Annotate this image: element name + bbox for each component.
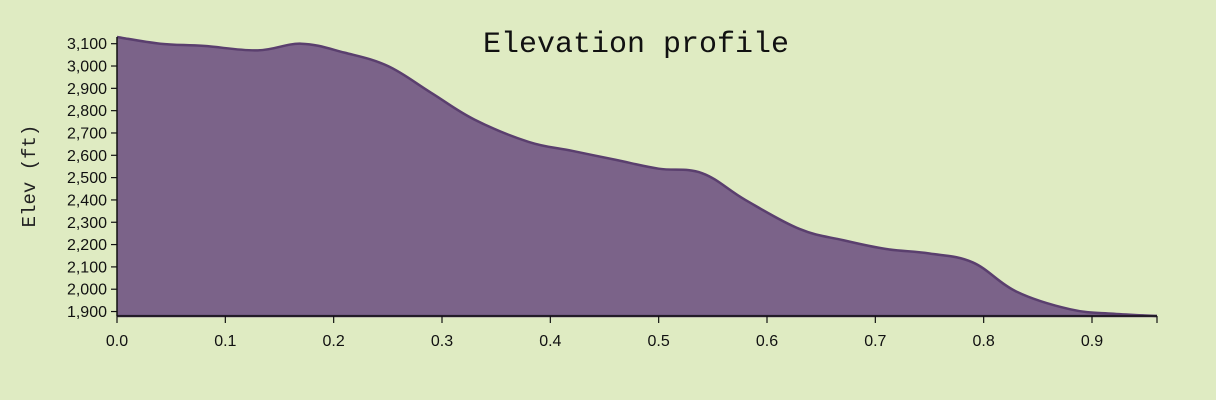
y-tick-label: 3,000 bbox=[67, 59, 107, 76]
y-tick-label: 2,900 bbox=[67, 81, 107, 98]
x-tick-label: 0.7 bbox=[864, 333, 886, 350]
x-tick-label: 0.0 bbox=[106, 333, 128, 350]
x-tick-label: 0.3 bbox=[431, 333, 453, 350]
y-tick-label: 2,100 bbox=[67, 259, 107, 276]
y-axis-label: Elev (ft) bbox=[19, 125, 41, 228]
x-tick-label: 0.4 bbox=[539, 333, 561, 350]
x-tick-label: 0.9 bbox=[1081, 333, 1103, 350]
x-tick-label: 0.2 bbox=[323, 333, 345, 350]
elevation-area-fill bbox=[117, 37, 1157, 316]
y-tick-label: 2,000 bbox=[67, 282, 107, 299]
x-tick-label: 0.6 bbox=[756, 333, 778, 350]
y-tick-label: 1,900 bbox=[67, 304, 107, 321]
y-tick-label: 2,800 bbox=[67, 103, 107, 120]
y-tick-label: 2,500 bbox=[67, 170, 107, 187]
x-tick-label: 0.5 bbox=[648, 333, 670, 350]
elevation-line bbox=[116, 35, 1158, 318]
y-tick-label: 2,700 bbox=[67, 125, 107, 142]
y-tick-label: 2,600 bbox=[67, 148, 107, 165]
y-tick-label: 3,100 bbox=[67, 36, 107, 53]
chart-title: Elevation profile bbox=[483, 28, 789, 62]
y-tick-label: 2,400 bbox=[67, 192, 107, 209]
y-tick-label: 2,300 bbox=[67, 215, 107, 232]
plot-area: 1,900 2,000 2,100 2,200 2,300 2,400 2,500 2,600… bbox=[67, 35, 1158, 350]
x-tick-label: 0.8 bbox=[973, 333, 995, 350]
x-tick-label: 0.1 bbox=[214, 333, 236, 350]
y-tick-label: 2,200 bbox=[67, 237, 107, 254]
